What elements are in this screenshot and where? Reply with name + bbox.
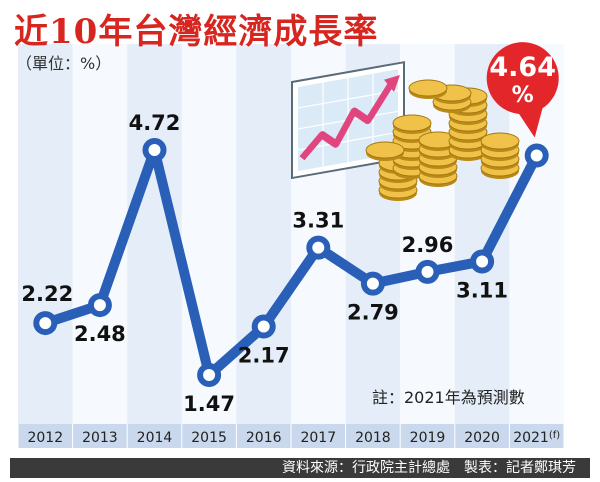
- tick-label-2014: 2014: [137, 430, 173, 446]
- value-label-2014: 4.72: [129, 111, 181, 135]
- tick-strip: [455, 424, 509, 448]
- highlight-unit: %: [512, 83, 534, 108]
- data-point-2014: [142, 138, 167, 162]
- data-point-2013: [87, 293, 112, 318]
- column-band: [236, 44, 291, 424]
- chart-title: 近10年台灣經濟成長率: [14, 12, 379, 52]
- coin: [365, 141, 405, 159]
- value-label-2012: 2.22: [21, 282, 73, 306]
- tick-strip: [509, 424, 564, 448]
- data-point-2021: [524, 143, 549, 168]
- tick-label-2021: 2021(f): [513, 430, 560, 446]
- value-label-2013: 2.48: [74, 322, 126, 346]
- data-point-2019: [415, 259, 440, 284]
- coin: [408, 79, 448, 97]
- column-band: [72, 44, 128, 424]
- data-point-2018: [360, 271, 385, 296]
- series-line: [40, 145, 542, 380]
- tick-strip: [346, 424, 400, 448]
- data-point-2016: [251, 314, 276, 339]
- source-footer: 資料來源：行政院主計總處 製表：記者鄭琪芳: [10, 458, 590, 478]
- data-point-2017: [306, 235, 331, 260]
- stock-chart-and-coins-illustration: [291, 61, 520, 201]
- tick-strip: [73, 424, 127, 448]
- coin: [480, 132, 520, 150]
- data-point-2015: [197, 363, 222, 387]
- tick-label-2018: 2018: [355, 430, 391, 446]
- tick-label-2019: 2019: [410, 430, 446, 446]
- tick-strip: [291, 424, 346, 448]
- value-label-2020: 3.11: [456, 278, 508, 302]
- tick-label-2016: 2016: [246, 430, 282, 446]
- highlight-value: 4.64: [489, 52, 556, 83]
- tick-strip: [236, 424, 291, 448]
- tick-strip: [400, 424, 455, 448]
- value-label-2015: 1.47: [183, 392, 235, 416]
- value-label-2016: 2.17: [238, 344, 290, 368]
- value-label-2017: 3.31: [292, 209, 344, 233]
- tick-label-2012: 2012: [27, 430, 63, 446]
- forecast-note: 註：2021年為預測數: [372, 388, 525, 407]
- tick-strip: [127, 424, 182, 448]
- value-label-2019: 2.96: [402, 233, 454, 257]
- tick-label-2013: 2013: [82, 430, 118, 446]
- highlight-callout: 4.64 %: [486, 42, 559, 138]
- data-point-2020: [470, 249, 495, 274]
- tick-strip: [182, 424, 236, 448]
- unit-label: （單位：%）: [16, 54, 112, 73]
- coin: [392, 114, 432, 132]
- data-point-2012: [33, 311, 58, 336]
- tick-label-2015: 2015: [191, 430, 227, 446]
- tick-label-2017: 2017: [300, 430, 336, 446]
- value-label-2018: 2.79: [347, 301, 399, 325]
- tick-strip: [18, 424, 73, 448]
- tick-label-2020: 2020: [464, 430, 500, 446]
- column-band: [18, 44, 73, 424]
